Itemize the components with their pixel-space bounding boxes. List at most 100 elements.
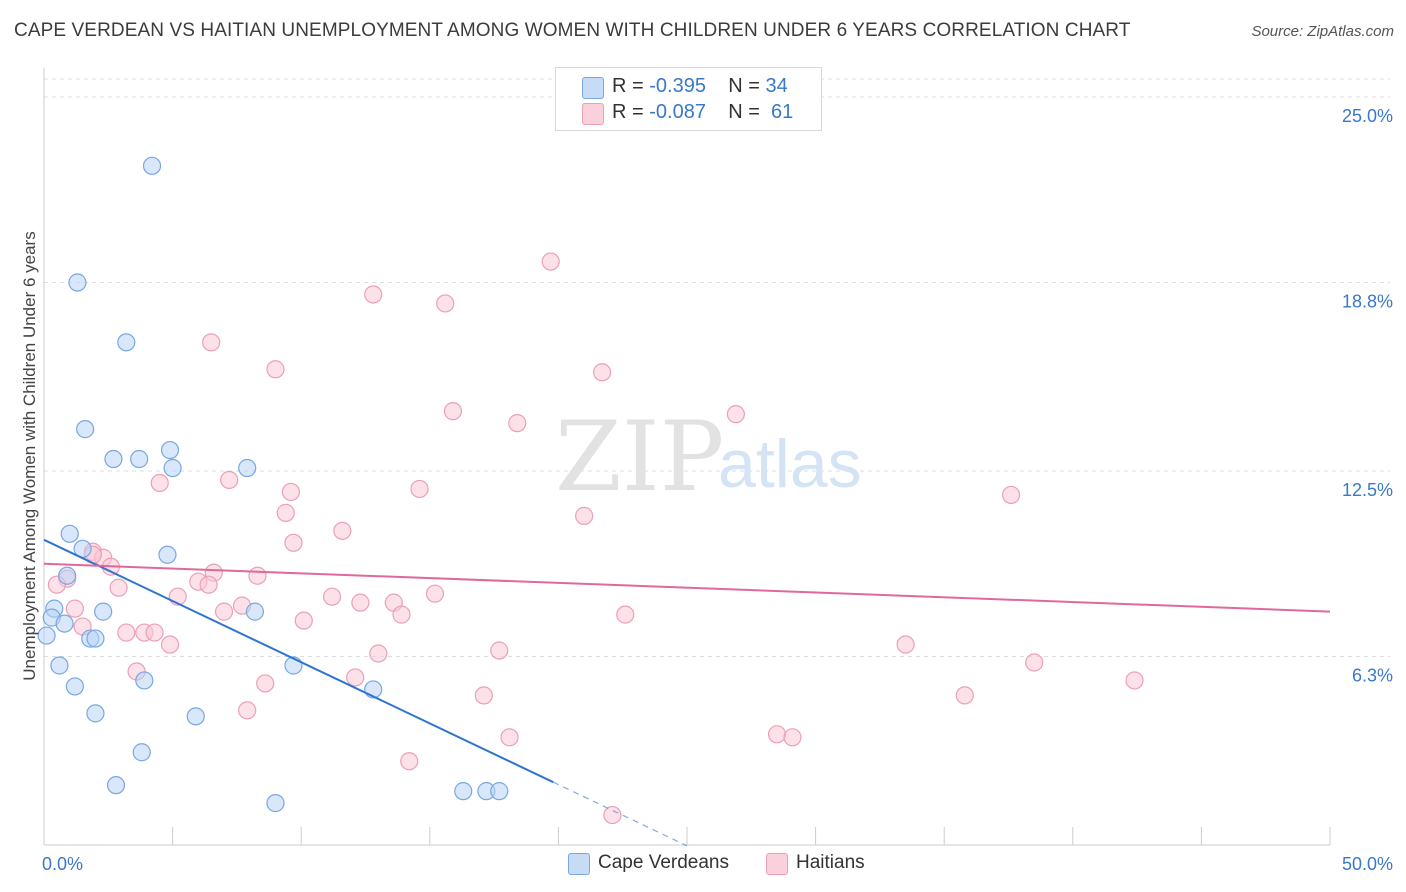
cape-verdeans-point (55, 614, 74, 633)
haitians-point (333, 521, 352, 540)
haitians-point (500, 728, 519, 747)
haitians-point (248, 566, 267, 585)
haitians-point (575, 506, 594, 525)
haitians-point (276, 503, 295, 522)
cape-verdeans-points (37, 156, 509, 813)
haitians-point (214, 602, 234, 621)
cape-verdeans-trend-line (43, 538, 554, 784)
haitians-points (47, 252, 1144, 825)
x-tick-label: 50.0% (1342, 854, 1393, 874)
cape-verdeans-point (163, 458, 182, 478)
cape-verdeans-point (50, 656, 69, 675)
x-tick-label: 0.0% (42, 854, 83, 874)
watermark-zip: ZIP (555, 401, 724, 513)
y-axis-label: Unemployment Among Women with Children U… (20, 231, 39, 681)
legend-n-value: 34 (765, 75, 788, 97)
cape-verdeans-point (37, 626, 56, 645)
haitians-point (199, 575, 218, 594)
haitians-point (392, 605, 411, 624)
cape-verdeans-point (158, 545, 177, 564)
trend-lines (43, 538, 1331, 847)
haitians-point (1025, 653, 1044, 672)
haitians-point (160, 635, 180, 654)
haitians-point (109, 578, 128, 597)
haitians-point (369, 644, 388, 663)
haitians-label: Haitians (796, 852, 865, 873)
cape-verdeans-point (130, 449, 149, 469)
haitians-point (266, 360, 285, 379)
legend-n-value: 61 (771, 101, 794, 123)
y-tick-label: 25.0% (1342, 106, 1393, 126)
haitians-trend-line (43, 562, 1331, 613)
haitians-point (490, 641, 509, 660)
chart-title: CAPE VERDEAN VS HAITIAN UNEMPLOYMENT AMO… (14, 20, 1131, 41)
haitians-point (616, 605, 635, 624)
haitians-point (603, 805, 622, 825)
haitians-point (436, 294, 455, 313)
cape-verdeans-point (160, 440, 180, 460)
haitians-point (256, 674, 275, 693)
haitians-point (443, 402, 463, 421)
cape-verdeans-point (132, 743, 151, 762)
cape-verdeans-point (86, 629, 105, 648)
cape-verdeans-point (364, 680, 383, 699)
legend-n-label: N = (728, 75, 760, 97)
cape-verdeans-label: Cape Verdeans (598, 852, 729, 873)
series-legend: Cape Verdeans Haitians (0, 852, 1406, 878)
y-tick-label: 18.8% (1342, 292, 1393, 312)
haitians-point (220, 470, 239, 490)
legend-swatch-pink (582, 103, 604, 125)
cape-verdeans-point (86, 704, 105, 723)
haitians-point (202, 333, 221, 352)
haitians-point (351, 593, 370, 612)
haitians-point (281, 482, 301, 502)
cape-verdeans-point (60, 524, 79, 543)
haitians-point (955, 686, 974, 705)
haitians-point (896, 635, 915, 654)
haitians-point (508, 414, 527, 433)
haitians-point (117, 623, 136, 642)
cape-verdeans-point (58, 566, 77, 585)
correlation-legend: R = -0.395 N = 34 R = -0.087 N = 61 (555, 67, 822, 131)
gridlines (44, 78, 1390, 658)
cape-verdeans-swatch (568, 853, 590, 875)
cape-verdeans-point (490, 782, 509, 801)
cape-verdeans-point (135, 671, 154, 690)
haitians-point (364, 285, 383, 304)
watermark-atlas: atlas (718, 426, 862, 502)
haitians-point (783, 728, 802, 747)
legend-r-label: R = (612, 75, 644, 97)
cape-verdeans-point (94, 602, 113, 621)
haitians-point (726, 405, 745, 424)
y-tick-label: 12.5% (1342, 480, 1393, 500)
haitians-swatch (766, 853, 788, 875)
haitians-point (65, 599, 84, 618)
haitians-point (322, 587, 342, 606)
haitians-point (425, 584, 445, 603)
cape-verdeans-point (76, 420, 95, 439)
cape-verdeans-point (142, 156, 162, 175)
cape-verdeans-point (117, 333, 136, 352)
cape-verdeans-point (245, 602, 265, 621)
y-tick-label: 6.3% (1352, 666, 1393, 686)
haitians-point (346, 668, 365, 687)
haitians-point (410, 479, 429, 499)
source-credit: Source: ZipAtlas.com (1251, 23, 1394, 40)
haitians-point (767, 725, 787, 744)
watermark: ZIP atlas (555, 401, 862, 513)
legend-n-label: N = (728, 101, 760, 123)
legend-r-label: R = (612, 101, 644, 123)
haitians-point (474, 686, 493, 705)
haitians-point (541, 252, 560, 271)
cape-verdeans-point (238, 458, 257, 478)
cape-verdeans-point (186, 707, 205, 726)
legend-swatch-blue (582, 77, 604, 99)
haitians-point (238, 701, 257, 720)
cape-verdeans-point (68, 273, 87, 292)
cape-verdeans-point (104, 449, 123, 469)
haitians-point (284, 533, 303, 552)
haitians-point (593, 363, 612, 382)
haitians-point (150, 473, 169, 493)
haitians-point (145, 623, 164, 642)
